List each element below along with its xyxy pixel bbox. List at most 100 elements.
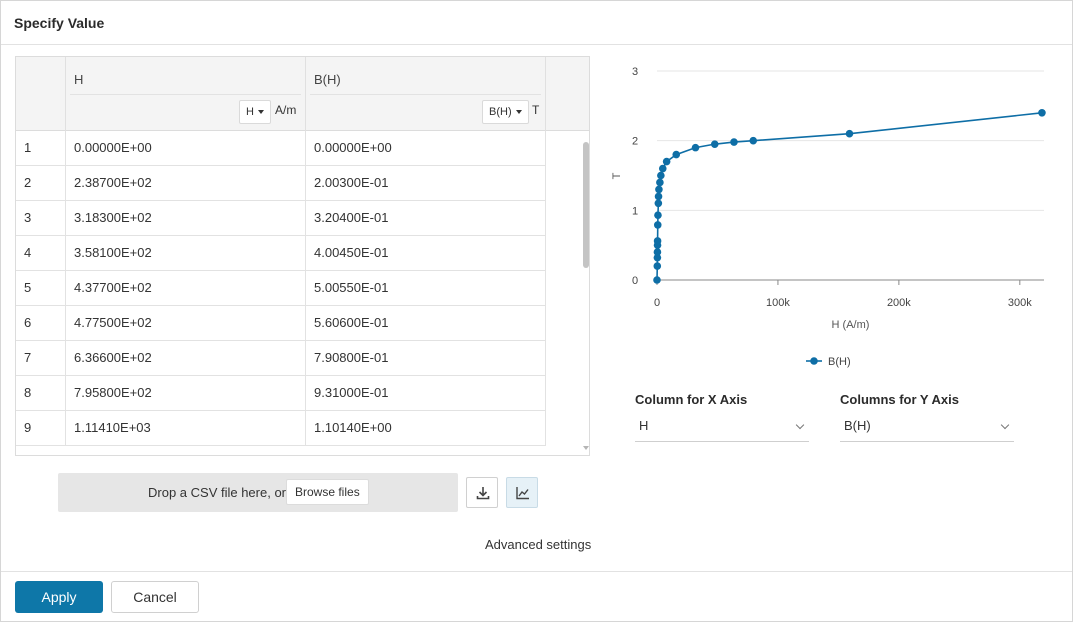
data-point [672, 150, 681, 159]
row-number: 6 [16, 306, 66, 341]
dropzone-text: Drop a CSV file here, or [148, 485, 287, 500]
column-title: H [74, 72, 84, 87]
chevron-down-icon [795, 420, 805, 430]
apply-button[interactable]: Apply [15, 581, 103, 613]
data-point [662, 157, 671, 166]
legend-swatch-marker [810, 357, 818, 365]
data-point [654, 192, 663, 201]
unit-select-bh[interactable]: B(H) [482, 100, 529, 124]
row-number: 2 [16, 166, 66, 201]
legend-label: B(H) [828, 356, 851, 368]
cell-h[interactable]: 3.58100E+02 [66, 236, 306, 271]
x-tick-label: 300k [1008, 297, 1032, 309]
line-chart-icon [516, 487, 529, 500]
advanced-settings-link[interactable]: Advanced settings [485, 537, 592, 552]
row-number: 5 [16, 271, 66, 306]
cell-bh[interactable]: 0.00000E+00 [306, 131, 546, 166]
row-number-header [16, 57, 66, 131]
cell-bh[interactable]: 5.00550E-01 [306, 271, 546, 306]
unit-label-bh: T [532, 103, 540, 117]
data-point [710, 140, 719, 148]
caret-down-icon [515, 110, 522, 115]
header-divider [310, 94, 541, 95]
cell-bh[interactable]: 2.00300E-01 [306, 166, 546, 201]
data-point [653, 262, 662, 270]
cell-h[interactable]: 3.18300E+02 [66, 201, 306, 236]
data-point [653, 276, 661, 284]
cell-bh[interactable]: 9.31000E-01 [306, 376, 546, 411]
row-number: 9 [16, 411, 66, 446]
series-line [656, 112, 1043, 281]
y-axis-columns-select[interactable]: B(H) [840, 414, 1014, 442]
data-point [749, 136, 758, 145]
data-point [655, 185, 663, 194]
cell-h[interactable]: 1.11410E+03 [66, 411, 306, 446]
cell-bh[interactable]: 1.10140E+00 [306, 411, 546, 446]
y-axis-label: T [611, 172, 623, 179]
dialog-title: Specify Value [14, 15, 105, 31]
table-row: 1 0.00000E+00 0.00000E+00 [16, 131, 546, 166]
row-number: 4 [16, 236, 66, 271]
table-row: 7 6.36600E+02 7.90800E-01 [16, 341, 546, 376]
data-point [653, 221, 662, 229]
cancel-button[interactable]: Cancel [111, 581, 199, 613]
data-point [845, 129, 854, 138]
y-tick-label: 3 [632, 66, 638, 78]
data-point [730, 138, 738, 146]
unit-label-h: A/m [275, 103, 297, 117]
chart-toggle-button[interactable] [506, 477, 538, 508]
x-axis-column-select[interactable]: H [635, 414, 809, 442]
cell-bh[interactable]: 4.00450E-01 [306, 236, 546, 271]
chevron-down-icon [1000, 420, 1010, 430]
data-point [654, 211, 662, 219]
column-header-h: H H A/m [66, 57, 306, 131]
csv-dropzone[interactable]: Drop a CSV file here, or Browse files [58, 473, 458, 512]
table-row: 4 3.58100E+02 4.00450E-01 [16, 236, 546, 271]
data-table: H H A/m B(H) B(H) T 1 0.00000E+00 0.00000E… [15, 56, 590, 456]
y-axis-columns-label: Columns for Y Axis [840, 392, 959, 407]
unit-select-h[interactable]: H [239, 100, 271, 124]
table-row: 2 2.38700E+02 2.00300E-01 [16, 166, 546, 201]
data-point [653, 248, 662, 256]
table-header: H H A/m B(H) B(H) T [16, 57, 589, 131]
x-axis-label: H (A/m) [832, 319, 870, 331]
y-tick-label: 1 [632, 205, 638, 217]
scroll-gutter [546, 131, 589, 455]
column-header-bh: B(H) B(H) T [306, 57, 546, 131]
scroll-down-arrow-icon[interactable] [583, 446, 589, 450]
table-row: 8 7.95800E+02 9.31000E-01 [16, 376, 546, 411]
data-point [1038, 109, 1046, 117]
y-tick-label: 2 [632, 136, 638, 148]
cell-bh[interactable]: 5.60600E-01 [306, 306, 546, 341]
x-tick-label: 200k [887, 297, 911, 309]
y-tick-label: 0 [632, 275, 638, 287]
table-row: 9 1.11410E+03 1.10140E+00 [16, 411, 546, 446]
x-axis-select-value: H [639, 418, 649, 433]
bh-curve-chart: 0 1 2 3 0 100k 200k 300k H (A/m) T B(H) [611, 66, 1046, 368]
table-row: 3 3.18300E+02 3.20400E-01 [16, 201, 546, 236]
cell-h[interactable]: 0.00000E+00 [66, 131, 306, 166]
download-button[interactable] [466, 477, 498, 508]
x-axis-column-label: Column for X Axis [635, 392, 748, 407]
cell-h[interactable]: 4.37700E+02 [66, 271, 306, 306]
row-number: 3 [16, 201, 66, 236]
cell-h[interactable]: 4.77500E+02 [66, 306, 306, 341]
cell-bh[interactable]: 3.20400E-01 [306, 201, 546, 236]
browse-files-button[interactable]: Browse files [286, 479, 369, 505]
cell-h[interactable]: 2.38700E+02 [66, 166, 306, 201]
data-point [657, 171, 665, 180]
data-point [654, 199, 663, 208]
x-tick-label: 0 [654, 297, 660, 309]
cell-bh[interactable]: 7.90800E-01 [306, 341, 546, 376]
data-point [656, 178, 664, 187]
dialog-footer [1, 571, 1072, 622]
column-title: B(H) [314, 72, 341, 87]
data-point [691, 143, 700, 152]
table-row: 6 4.77500E+02 5.60600E-01 [16, 306, 546, 341]
data-point [653, 253, 662, 262]
y-axis-select-value: B(H) [844, 418, 871, 433]
table-scrollbar-thumb[interactable] [583, 142, 589, 268]
cell-h[interactable]: 6.36600E+02 [66, 341, 306, 376]
cell-h[interactable]: 7.95800E+02 [66, 376, 306, 411]
